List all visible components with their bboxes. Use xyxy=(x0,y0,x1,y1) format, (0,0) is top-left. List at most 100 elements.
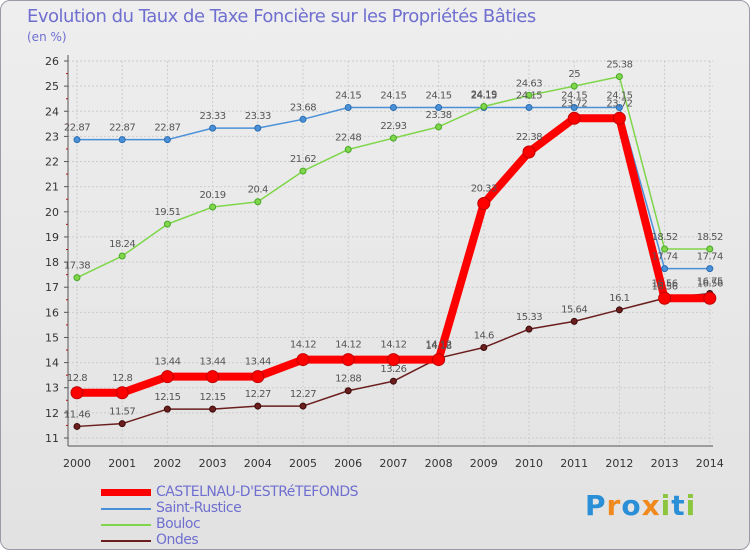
data-label-ondes: 12.88 xyxy=(335,374,361,385)
legend-label-castelnau: CASTELNAU-D'ESTRéTEFONDS xyxy=(156,484,359,500)
data-label-bouloc: 21.62 xyxy=(290,154,316,165)
data-label-saint-rustice: 24.15 xyxy=(561,90,587,101)
data-label-ondes: 12.27 xyxy=(290,389,316,400)
y-tick-label: 11 xyxy=(45,432,59,445)
point-bouloc xyxy=(706,245,714,253)
data-label-saint-rustice: 22.87 xyxy=(109,123,135,134)
point-bouloc xyxy=(615,73,623,81)
x-tick-label: 2004 xyxy=(244,457,272,470)
y-tick-label: 12 xyxy=(45,407,59,420)
point-ondes xyxy=(615,306,623,314)
x-tick-label: 2002 xyxy=(153,457,181,470)
data-label-saint-rustice: 24.15 xyxy=(335,90,361,101)
legend-label-bouloc: Bouloc xyxy=(156,516,201,532)
x-tick-label: 2001 xyxy=(108,457,136,470)
data-label-castelnau: 14.12 xyxy=(290,340,316,351)
y-tick-label: 18 xyxy=(45,256,59,269)
data-label-ondes: 12.15 xyxy=(154,392,180,403)
legend-label-saint-rustice: Saint-Rustice xyxy=(156,500,242,516)
data-label-castelnau: 23.72 xyxy=(561,98,587,109)
axes: 11 12 13 14 15 16 17 18 19 20 21 22 23 24 25 26 2000 2001… xyxy=(45,55,724,470)
x-tick-label: 2005 xyxy=(289,457,317,470)
data-label-saint-rustice: 23.68 xyxy=(290,102,316,113)
data-label-bouloc: 23.38 xyxy=(426,110,452,121)
point-saint-rustice xyxy=(661,265,669,273)
y-tick-label: 25 xyxy=(45,80,59,93)
data-label-castelnau: 13.44 xyxy=(245,357,271,368)
data-label-bouloc: 25 xyxy=(568,69,580,80)
data-label-bouloc: 25.38 xyxy=(606,60,632,71)
point-castelnau xyxy=(115,386,129,400)
data-label-castelnau: 23.72 xyxy=(606,98,632,109)
legend-swatch-ondes xyxy=(101,540,151,542)
data-label-ondes: 16.1 xyxy=(609,293,629,304)
point-ondes xyxy=(525,325,533,333)
data-label-saint-rustice: 23.33 xyxy=(245,111,271,122)
data-label-bouloc: 19.51 xyxy=(154,207,180,218)
point-saint-rustice xyxy=(254,124,262,132)
legend-swatch-saint-rustice xyxy=(101,508,151,510)
data-label-saint-rustice: 17.74 xyxy=(697,252,723,263)
data-label-saint-rustice: 23.33 xyxy=(200,111,226,122)
data-label-saint-rustice: 24.15 xyxy=(516,90,542,101)
point-ondes xyxy=(299,402,307,410)
point-bouloc xyxy=(254,198,262,206)
data-label-saint-rustice: 24.15 xyxy=(606,90,632,101)
data-label-bouloc: 17.38 xyxy=(64,261,90,272)
point-saint-rustice xyxy=(344,103,352,111)
data-label-ondes: 12.15 xyxy=(200,392,226,403)
data-label-bouloc: 18.24 xyxy=(109,239,135,250)
logo-letter: o xyxy=(621,489,642,522)
data-label-saint-rustice: 22.87 xyxy=(154,123,180,134)
point-castelnau xyxy=(341,353,355,367)
logo-letter: P xyxy=(585,489,607,522)
data-label-saint-rustice: 17.74 xyxy=(652,252,678,263)
point-saint-rustice xyxy=(389,103,397,111)
data-label-castelnau: 16.56 xyxy=(652,278,678,289)
point-bouloc xyxy=(435,123,443,131)
point-castelnau xyxy=(522,145,536,159)
data-label-bouloc: 24.19 xyxy=(471,89,497,100)
point-ondes xyxy=(118,420,126,428)
logo-letter: x xyxy=(641,489,661,522)
point-castelnau xyxy=(477,197,491,211)
logo-letter: i xyxy=(685,489,697,522)
unit-label: (en %) xyxy=(27,30,67,44)
y-tick-label: 13 xyxy=(45,382,59,395)
point-ondes xyxy=(344,387,352,395)
point-castelnau xyxy=(296,353,310,367)
point-ondes xyxy=(163,405,171,413)
point-bouloc xyxy=(344,145,352,153)
point-castelnau xyxy=(206,370,220,384)
point-bouloc xyxy=(209,203,217,211)
point-bouloc xyxy=(163,220,171,228)
data-label-castelnau: 14.12 xyxy=(426,340,452,351)
point-bouloc xyxy=(389,134,397,142)
point-saint-rustice xyxy=(118,136,126,144)
data-label-ondes: 11.57 xyxy=(109,407,135,418)
data-label-saint-rustice: 22.87 xyxy=(64,123,90,134)
point-bouloc xyxy=(118,252,126,260)
logo-letter: t xyxy=(671,489,686,522)
x-tick-label: 2011 xyxy=(560,457,588,470)
point-castelnau xyxy=(703,291,717,305)
point-saint-rustice xyxy=(299,115,307,123)
x-tick-label: 2014 xyxy=(696,457,724,470)
y-tick-label: 20 xyxy=(45,206,59,219)
proxiti-logo: Proxiti xyxy=(585,489,696,522)
x-tick-label: 2012 xyxy=(605,457,633,470)
point-castelnau xyxy=(70,386,84,400)
point-bouloc xyxy=(570,82,578,90)
point-ondes xyxy=(73,422,81,430)
logo-letter: r xyxy=(606,489,622,522)
point-bouloc xyxy=(73,274,81,282)
x-tick-label: 2013 xyxy=(651,457,679,470)
data-label-ondes: 15.64 xyxy=(561,304,587,315)
data-label-saint-rustice: 24.15 xyxy=(426,90,452,101)
y-tick-label: 26 xyxy=(45,55,59,68)
point-saint-rustice xyxy=(163,136,171,144)
point-bouloc xyxy=(525,91,533,99)
y-tick-label: 22 xyxy=(45,156,59,169)
data-label-ondes: 11.46 xyxy=(64,409,90,420)
